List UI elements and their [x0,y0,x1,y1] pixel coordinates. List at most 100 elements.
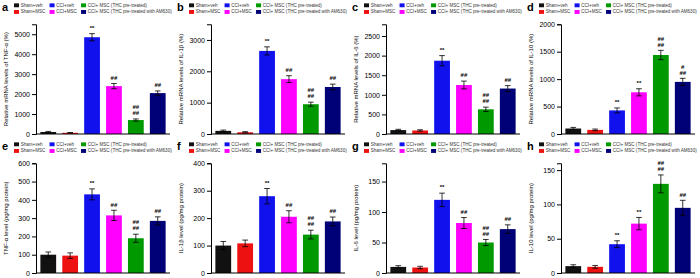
legend-swatch [539,149,544,153]
significance-line: ## [132,225,139,231]
legend-label: CCI+veh [406,142,424,147]
legend-swatch [14,3,19,7]
significance-marker: #### [307,215,314,227]
y-tick-mark [207,218,211,219]
legend-item: Sham+MSC [189,148,221,153]
significance-marker: ## [286,67,293,73]
legend-label: CCI+ MSC (THC pre-treated) [263,3,323,8]
legend-label: Sham+MSC [371,148,396,153]
error-bar [439,56,445,66]
error-bar [155,217,161,225]
significance-line: ** [440,47,445,53]
y-tick-label: 200 [193,215,205,222]
legend-swatch [431,10,436,14]
significance-marker: #### [132,104,139,116]
significance-line: ** [615,99,620,105]
legend-label: Sham+MSC [196,9,221,14]
panel-label: a [2,1,9,13]
legend-swatch [14,149,19,153]
legend-swatch [189,142,194,146]
legend-swatch [14,142,19,146]
legend: Sham+vehSham+MSCCCI+vehCCI+MSCCCI+ MSC (… [539,142,697,154]
y-tick-mark [557,79,561,80]
legend-swatch [364,142,369,146]
annotations: **######## [440,184,512,236]
legend-item: CCI+ MSC (THC pre-treated with AM630) [256,9,347,14]
legend-label: CCI+ MSC (THC pre-treated) [438,142,498,147]
significance-line: ## [111,75,118,81]
legend-item: Sham+veh [189,3,218,8]
y-tick: 2000 [539,21,561,28]
legend-swatch [575,10,580,14]
y-tick-mark [557,134,561,135]
panel-label: d [527,1,534,13]
y-tick: 2500 [364,33,386,40]
y-tick-mark [32,114,36,115]
legend-swatch [575,3,580,7]
annotations: ****####### [615,36,687,106]
legend-swatch [225,3,230,7]
legend-item: Sham+veh [539,142,568,147]
y-tick-label: 2000 [14,91,30,98]
legend-swatch [539,10,544,14]
significance-marker: #### [657,36,664,48]
error-bar [111,84,117,89]
significance-marker: ## [504,77,511,83]
y-tick-mark [382,243,386,244]
legend-label: Sham+veh [546,3,568,8]
y-tick-label: 0 [26,131,30,138]
significance-marker: #### [132,219,139,231]
legend-label: Sham+MSC [21,148,46,153]
legend-item: Sham+veh [14,142,43,147]
marks [565,50,690,134]
bar [587,130,603,134]
y-tick: 0 [376,131,386,138]
legend-label: Sham+veh [546,142,568,147]
y-tick: 600 [18,160,36,167]
legend-swatch [225,10,230,14]
legend-swatch [539,3,544,7]
error-bar [45,252,51,257]
error-bar [592,265,598,268]
legend-item: CCI+ MSC (THC pre-treated) [81,142,147,147]
error-bar [89,34,95,41]
legend-item: CCI+veh [225,3,250,8]
plot: 0100200300400IL-1β level (pg/mg protein)… [178,160,345,277]
y-axis-title: IL-1β level (pg/mg protein) [178,183,184,253]
legend-swatch [225,142,230,146]
y-axis-title: Relative mRNA levels of IL-1β (%) [178,34,184,125]
y-tick: 300 [18,215,36,222]
plot: 0100200300400500600TNF-α level (pg/mg pr… [3,160,170,277]
significance-marker: #### [657,160,664,172]
y-axis: 0100200300400500600 [18,160,36,277]
y-tick-label: 0 [201,270,205,277]
legend-label: CCI+MSC [581,9,602,14]
legend-label: CCI+veh [56,142,74,147]
y-tick-mark [207,134,211,135]
legend-swatch [539,142,544,146]
y-tick-mark [32,255,36,256]
y-tick: 100 [368,209,386,216]
marks [565,175,690,273]
y-axis-line [382,25,387,135]
y-tick: 0 [201,131,211,138]
y-tick-mark [557,170,561,171]
significance-line: ## [482,98,489,104]
significance-line: ** [440,184,445,190]
x-axis-line [211,273,345,274]
y-tick-label: 600 [18,160,30,167]
bar [653,55,669,134]
legend-label: CCI+ MSC (THC pre-treated with AM630) [613,148,698,153]
legend-label: CCI+ MSC (THC pre-treated) [613,3,673,8]
error-bar [111,210,117,220]
significance-marker: ** [90,25,95,31]
y-tick: 1500 [539,48,561,55]
bar [478,109,494,134]
significance-line: ** [90,25,95,31]
plot: 050100150IL-6 level (pg/mg protein)**###… [353,164,520,277]
x-axis-line [211,134,345,135]
significance-marker: #### [482,225,489,237]
error-bar [417,266,423,268]
y-tick: 400 [193,160,211,167]
y-axis-title: IL-10 level (pg/mg protein) [528,183,534,253]
